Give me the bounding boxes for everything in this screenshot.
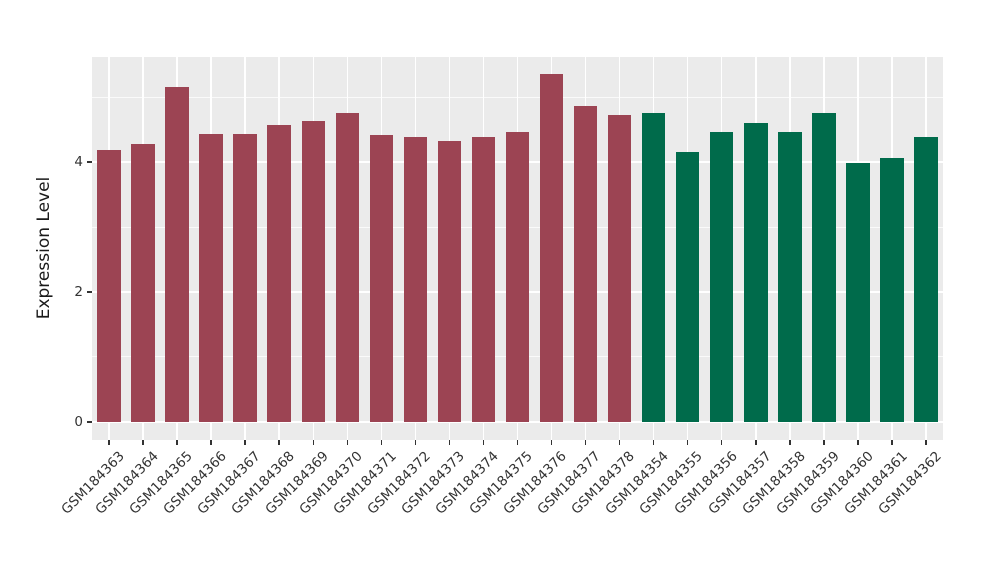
bar-GSM184361 xyxy=(880,158,904,422)
x-tick-mark xyxy=(108,440,110,445)
x-tick-mark xyxy=(312,440,314,445)
x-tick-mark xyxy=(891,440,893,445)
x-tick-mark xyxy=(244,440,246,445)
y-tick-label: 2 xyxy=(74,283,83,300)
y-tick-label: 0 xyxy=(74,413,83,430)
y-tick-mark xyxy=(87,421,92,423)
x-tick-mark xyxy=(925,440,927,445)
x-tick-mark xyxy=(652,440,655,445)
x-tick-mark xyxy=(584,440,587,445)
bar-GSM184365 xyxy=(165,86,189,422)
bar-GSM184373 xyxy=(437,141,462,422)
bar-GSM184356 xyxy=(709,132,734,422)
y-tick-mark xyxy=(87,161,92,163)
x-tick-mark xyxy=(516,440,519,445)
bar-GSM184377 xyxy=(573,105,598,422)
x-tick-mark xyxy=(482,440,485,445)
bar-GSM184372 xyxy=(403,136,428,422)
y-tick-label: 4 xyxy=(74,154,83,171)
bar-GSM184378 xyxy=(607,114,632,422)
bar-GSM184374 xyxy=(471,137,496,422)
x-tick-mark xyxy=(142,440,144,445)
bar-GSM184359 xyxy=(812,113,836,422)
x-tick-mark xyxy=(789,440,791,445)
plot-panel xyxy=(92,57,943,440)
bar-GSM184368 xyxy=(267,125,291,422)
x-tick-mark xyxy=(618,440,621,445)
x-tick-mark xyxy=(550,440,553,445)
x-tick-mark xyxy=(278,440,280,445)
bar-GSM184375 xyxy=(505,132,530,422)
bar-GSM184376 xyxy=(539,73,564,422)
bar-GSM184370 xyxy=(335,112,360,422)
x-tick-mark xyxy=(720,440,723,445)
bar-GSM184360 xyxy=(846,163,870,422)
x-tick-mark xyxy=(380,440,383,445)
x-tick-mark xyxy=(210,440,212,445)
bar-GSM184367 xyxy=(233,134,257,422)
x-tick-mark xyxy=(346,440,349,445)
bar-GSM184354 xyxy=(641,112,666,422)
x-tick-mark xyxy=(414,440,417,445)
x-tick-mark xyxy=(176,440,178,445)
x-tick-mark xyxy=(857,440,859,445)
x-tick-mark xyxy=(823,440,825,445)
bar-GSM184358 xyxy=(778,132,802,422)
y-axis-title-text: Expression Level xyxy=(34,176,54,320)
bar-GSM184363 xyxy=(97,150,121,422)
bar-GSM184369 xyxy=(301,121,325,422)
x-tick-mark xyxy=(448,440,451,445)
bar-GSM184366 xyxy=(199,133,223,422)
y-tick-mark xyxy=(87,291,92,293)
x-tick-mark xyxy=(686,440,689,445)
bar-GSM184357 xyxy=(744,122,768,422)
bar-GSM184362 xyxy=(914,137,938,422)
bar-GSM184371 xyxy=(369,134,394,422)
x-tick-mark xyxy=(755,440,757,445)
bar-GSM184364 xyxy=(131,143,155,422)
bar-GSM184355 xyxy=(675,152,700,422)
